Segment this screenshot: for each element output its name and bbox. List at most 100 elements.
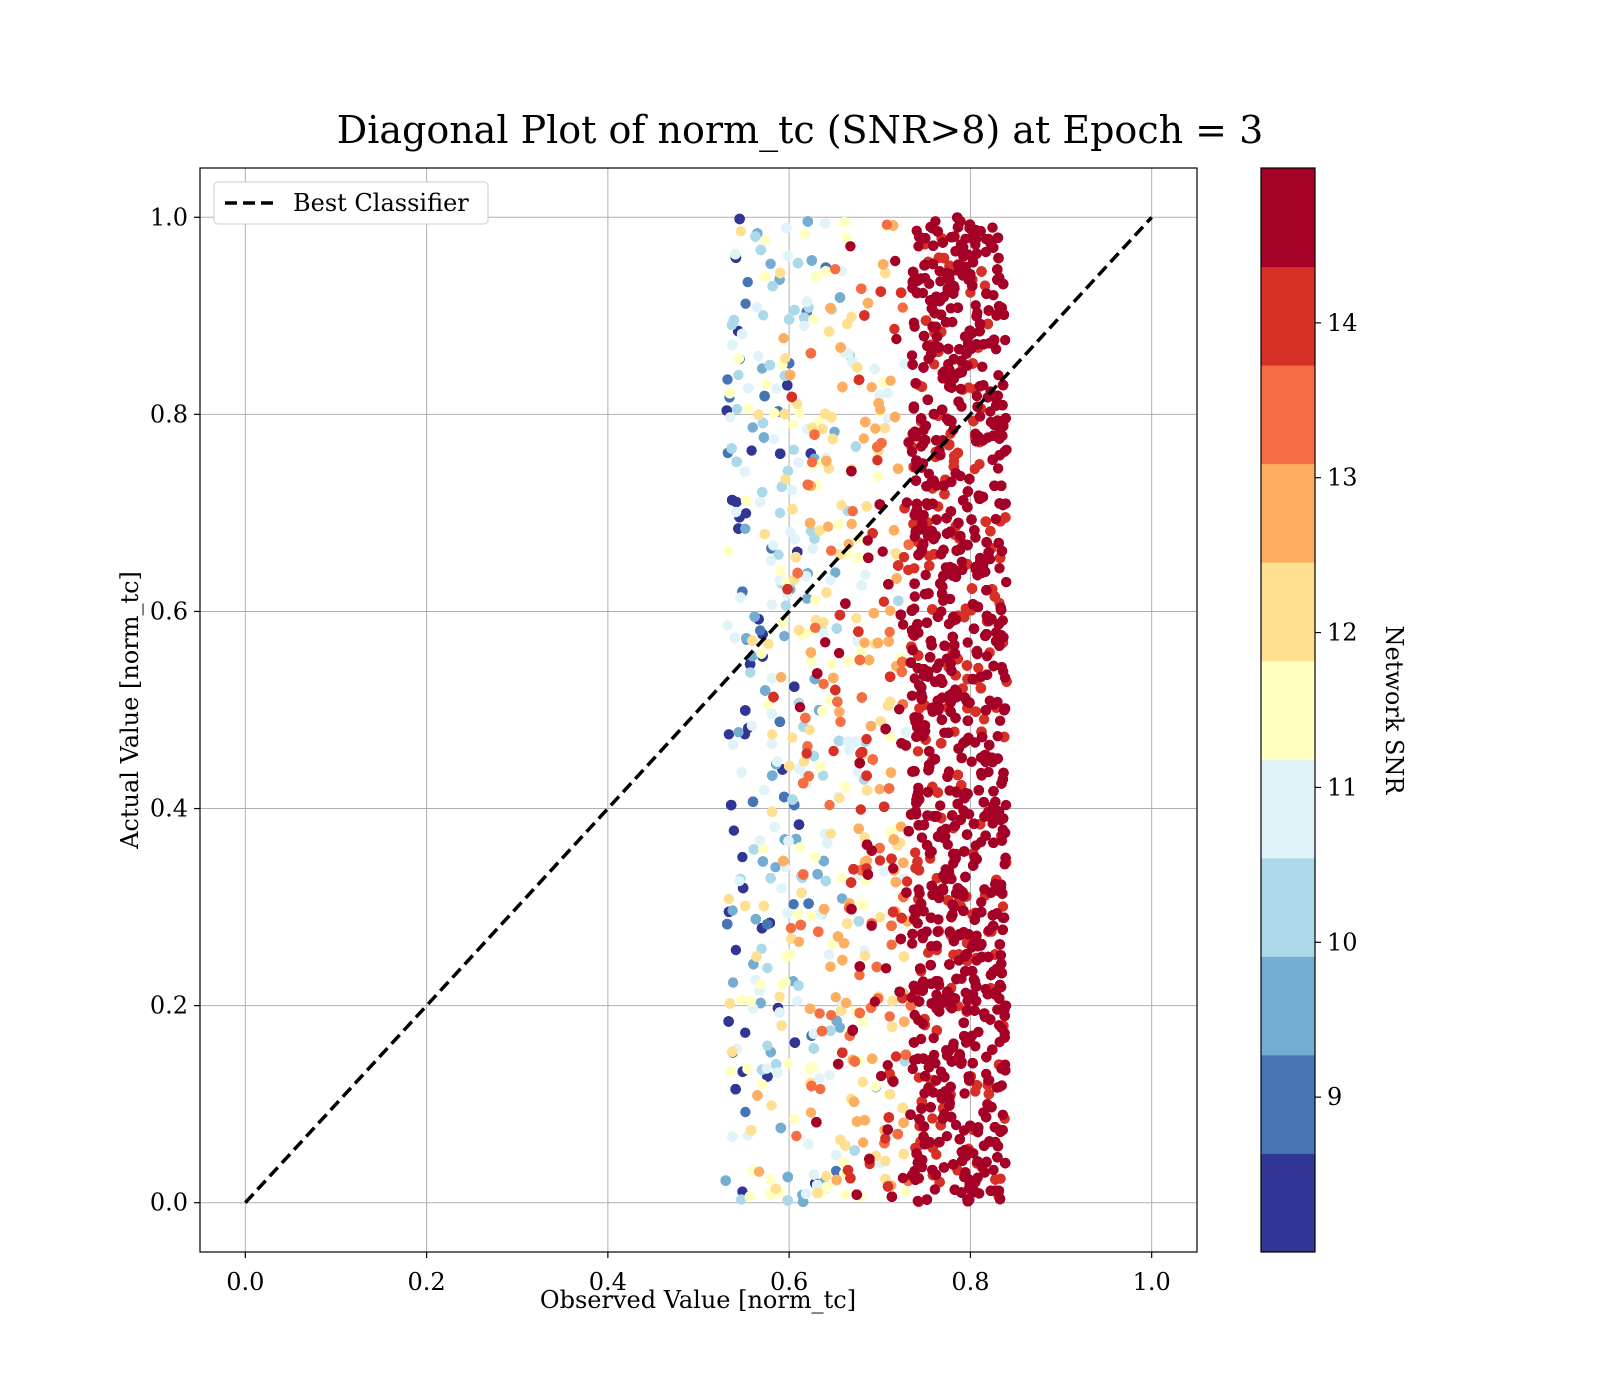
scatter-point xyxy=(872,455,883,466)
scatter-point xyxy=(782,907,793,919)
scatter-point xyxy=(722,918,733,930)
scatter-point xyxy=(860,569,871,580)
scatter-point xyxy=(766,738,778,749)
scatter-point xyxy=(938,252,950,264)
scatter-point xyxy=(747,796,759,807)
scatter-point xyxy=(746,720,758,731)
scatter-point xyxy=(779,408,790,420)
scatter-point xyxy=(766,708,777,719)
scatter-point xyxy=(789,1113,800,1125)
scatter-point xyxy=(978,714,990,725)
scatter-point xyxy=(799,228,810,239)
scatter-point xyxy=(878,801,890,812)
scatter-point xyxy=(888,525,900,536)
scatter-point xyxy=(853,626,864,637)
scatter-point xyxy=(781,222,792,234)
scatter-point xyxy=(966,583,978,594)
scatter-point xyxy=(824,1069,835,1081)
scatter-point xyxy=(896,666,908,677)
scatter-point xyxy=(898,857,909,868)
scatter-point xyxy=(852,552,864,563)
scatter-point xyxy=(815,1083,826,1095)
scatter-point xyxy=(886,920,897,931)
scatter-point xyxy=(846,518,857,530)
scatter-point xyxy=(792,908,803,919)
scatter-point xyxy=(816,1025,828,1037)
scatter-point xyxy=(813,926,824,937)
scatter-point xyxy=(857,746,868,758)
scatter-point xyxy=(797,1196,809,1207)
scatter-point xyxy=(723,1016,734,1027)
scatter-point xyxy=(747,422,758,433)
scatter-point xyxy=(731,403,743,415)
scatter-point xyxy=(842,318,853,329)
scatter-point xyxy=(900,727,912,738)
scatter-point xyxy=(810,594,821,606)
scatter-point xyxy=(740,705,751,716)
scatter-point xyxy=(868,608,879,619)
scatter-point xyxy=(870,423,881,434)
scatter-point xyxy=(886,853,897,864)
scatter-point xyxy=(758,843,769,855)
scatter-point xyxy=(836,500,847,511)
scatter-point xyxy=(733,353,744,364)
scatter-point xyxy=(757,487,768,498)
scatter-point xyxy=(848,1096,860,1108)
scatter-point xyxy=(880,267,891,279)
scatter-point xyxy=(862,297,874,309)
scatter-point xyxy=(755,497,766,508)
scatter-point xyxy=(756,943,767,954)
scatter-point xyxy=(810,851,821,863)
scatter-point xyxy=(789,681,800,692)
scatter-point xyxy=(730,506,742,518)
scatter-point xyxy=(915,963,926,974)
scatter-point xyxy=(755,979,766,990)
scatter-point xyxy=(853,916,865,927)
scatter-point xyxy=(787,794,798,805)
scatter-point xyxy=(723,893,734,905)
scatter-point xyxy=(812,869,823,880)
scatter-point xyxy=(737,1186,748,1197)
scatter-point xyxy=(858,433,869,444)
scatter-point xyxy=(740,523,751,534)
scatter-point xyxy=(759,234,771,246)
scatter-point xyxy=(884,671,896,682)
scatter-point xyxy=(759,271,770,283)
scatter-point xyxy=(769,821,780,833)
scatter-point xyxy=(800,1188,812,1200)
scatter-point xyxy=(984,739,995,751)
scatter-point xyxy=(892,1128,903,1140)
scatter-point xyxy=(750,231,761,242)
scatter-point xyxy=(793,624,805,636)
scatter-point xyxy=(765,258,776,269)
scatter-point xyxy=(795,919,806,931)
scatter-point xyxy=(853,374,865,385)
scatter-point xyxy=(782,380,793,391)
scatter-point xyxy=(830,264,841,275)
scatter-point xyxy=(828,672,839,684)
scatter-point xyxy=(747,635,758,646)
scatter-point xyxy=(861,785,873,796)
scatter-point xyxy=(775,565,786,577)
scatter-point xyxy=(830,992,841,1003)
scatter-point xyxy=(801,748,812,759)
scatter-point xyxy=(820,266,831,277)
scatter-point xyxy=(867,754,878,765)
scatter-point xyxy=(733,369,744,381)
scatter-point xyxy=(750,914,761,925)
scatter-point xyxy=(916,1103,927,1114)
scatter-point xyxy=(909,563,920,574)
scatter-point xyxy=(861,770,872,781)
scatter-point xyxy=(888,834,899,845)
scatter-point xyxy=(889,411,901,423)
scatter-point xyxy=(873,398,884,409)
scatter-point xyxy=(839,217,850,228)
scatter-point xyxy=(772,1067,783,1078)
scatter-point xyxy=(881,219,893,230)
scatter-point xyxy=(766,806,778,817)
scatter-point xyxy=(794,702,806,713)
scatter-point xyxy=(774,1007,785,1018)
scatter-point xyxy=(873,471,884,482)
scatter-point xyxy=(812,668,823,679)
scatter-point xyxy=(792,567,803,579)
